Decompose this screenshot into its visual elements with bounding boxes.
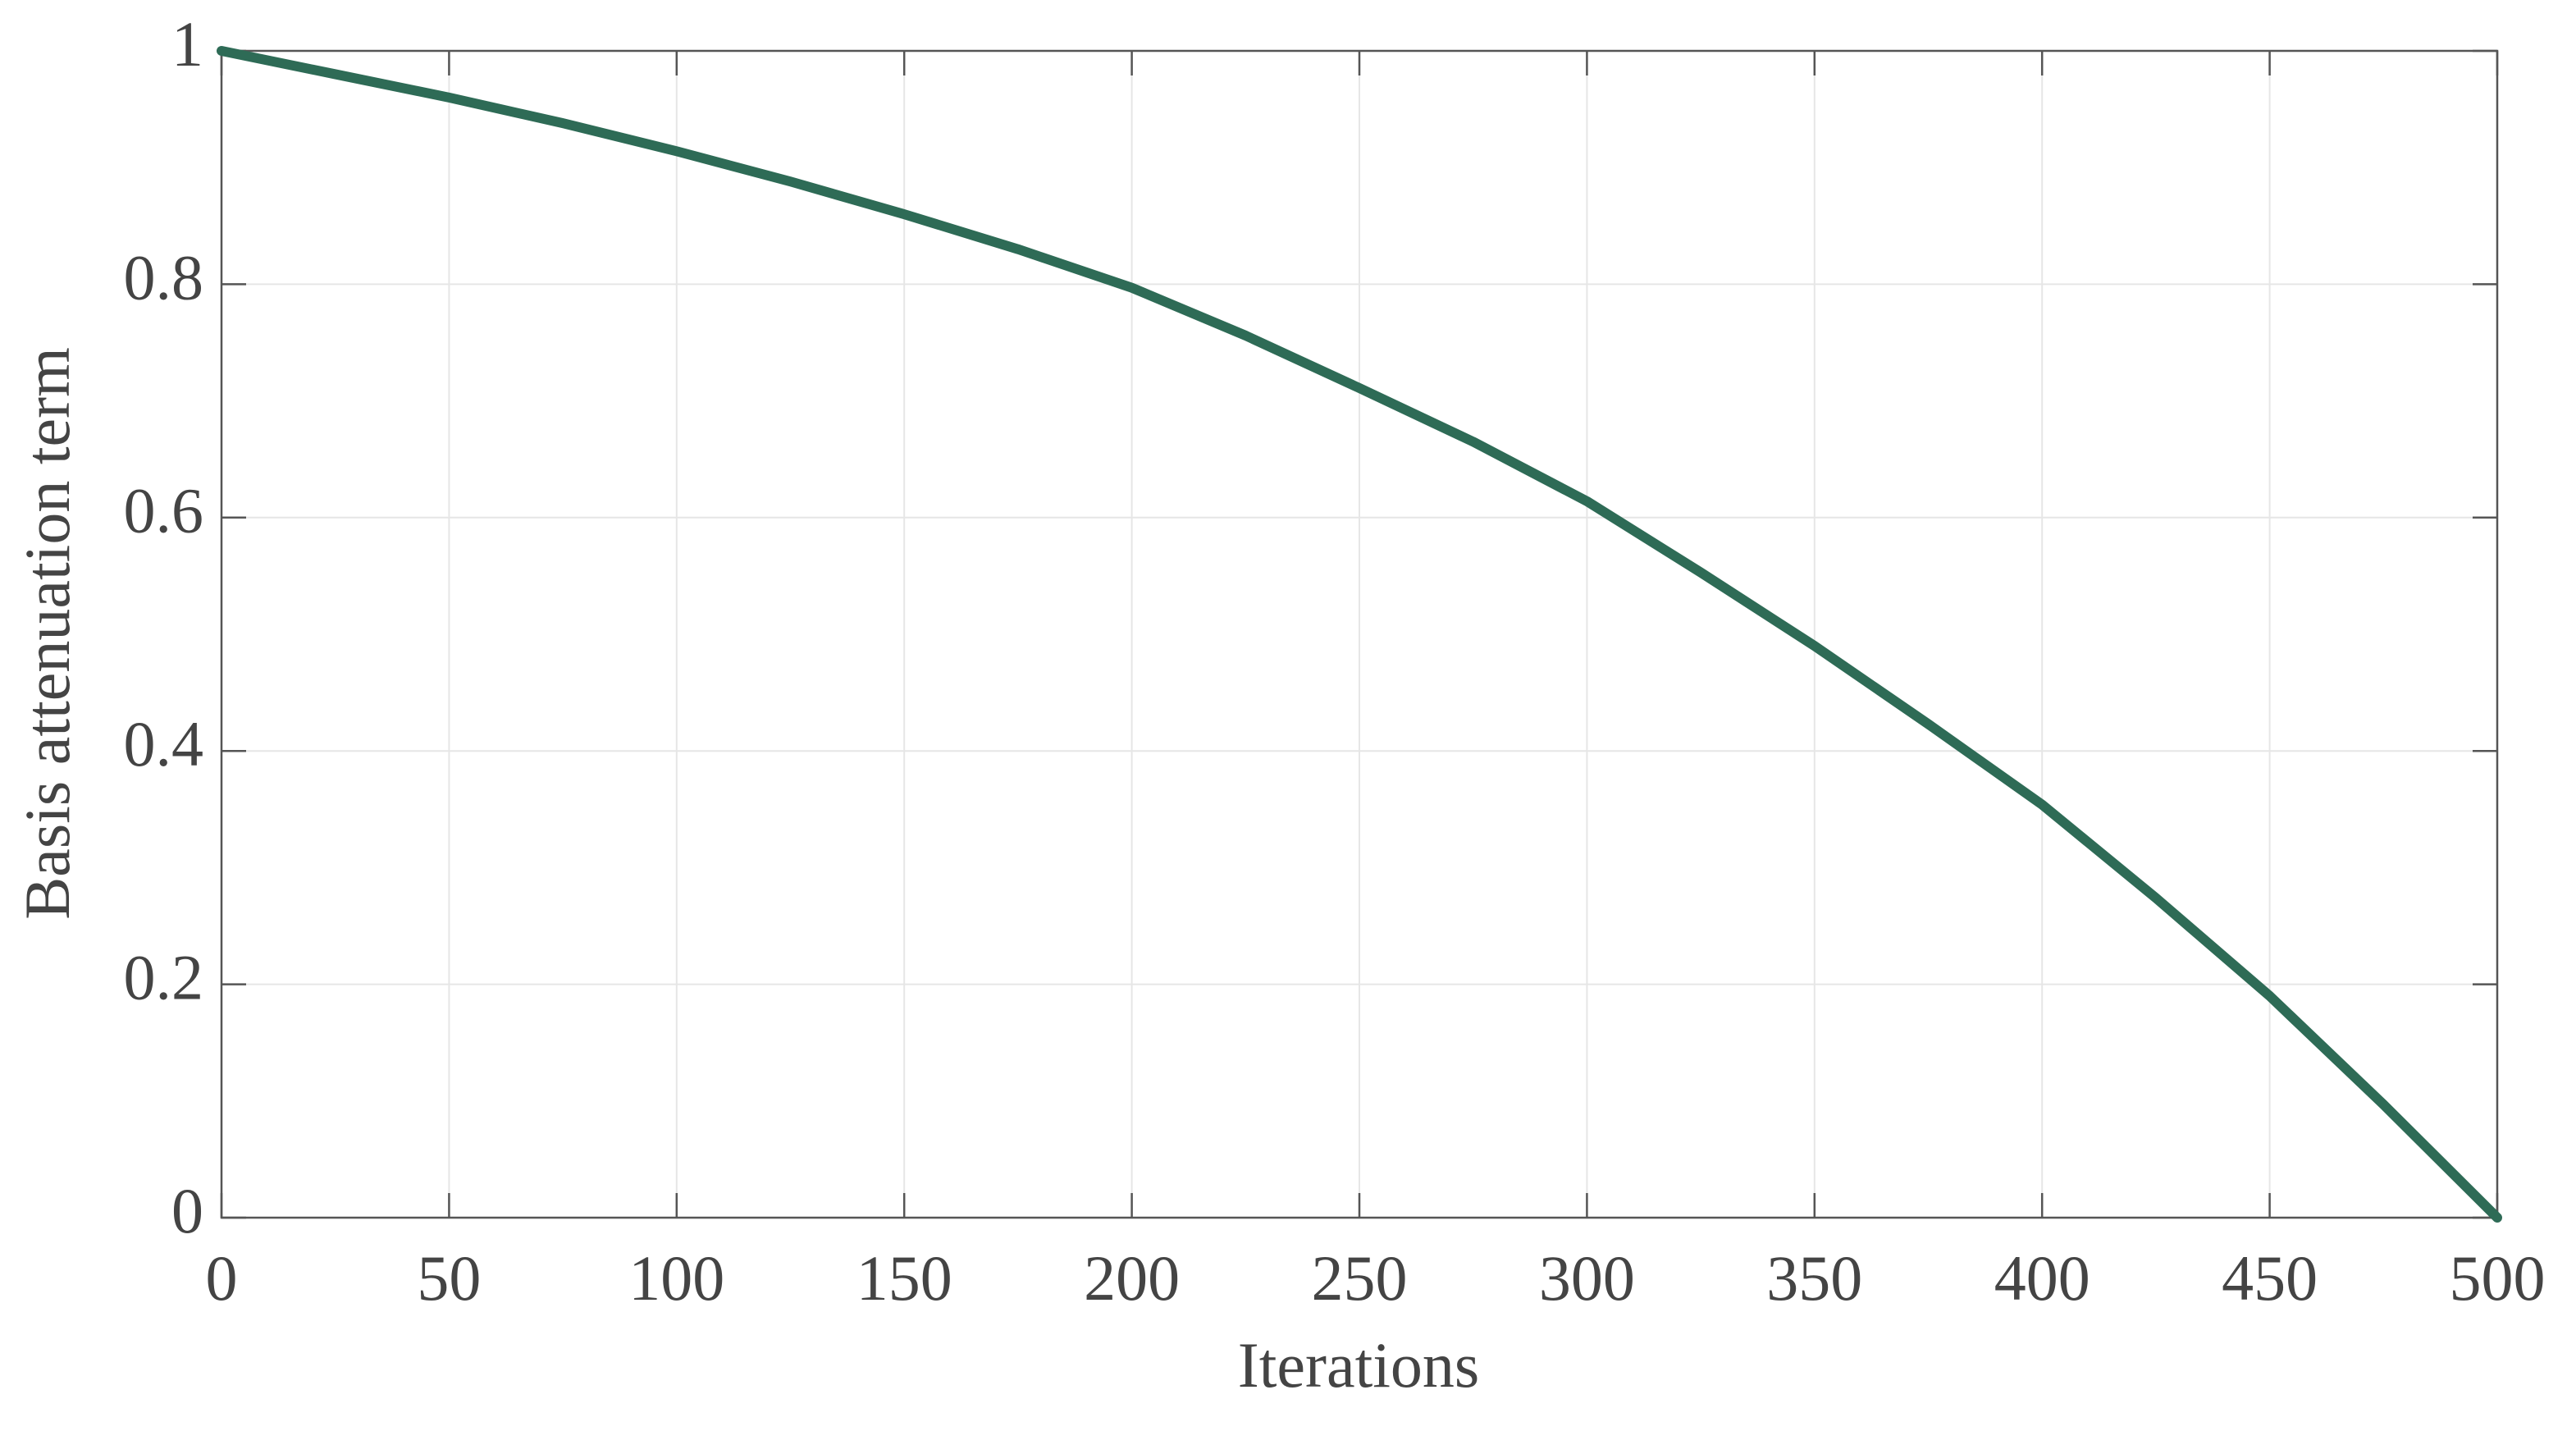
x-tick-label: 500 <box>2450 1242 2546 1314</box>
x-tick-label: 300 <box>1539 1242 1635 1314</box>
y-tick-label: 0.2 <box>124 942 204 1013</box>
line <box>217 46 2502 1223</box>
x-tick-label: 400 <box>1994 1242 2090 1314</box>
x-tick-label: 150 <box>856 1242 952 1314</box>
y-tick-label: 0 <box>171 1175 203 1246</box>
x-axis-label: Iterations <box>1238 1329 1480 1401</box>
y-tick-label: 0.6 <box>124 475 204 546</box>
x-tick-label: 100 <box>628 1242 724 1314</box>
plot-frame <box>220 49 2499 1219</box>
x-tick-label: 200 <box>1084 1242 1180 1314</box>
x-tick-label: 350 <box>1766 1242 1862 1314</box>
y-tick-label: 0.4 <box>124 708 204 780</box>
x-tick-label: 450 <box>2222 1242 2318 1314</box>
x-tick-label: 0 <box>206 1242 238 1314</box>
x-tick-label: 250 <box>1312 1242 1408 1314</box>
x-tick-label: 50 <box>417 1242 481 1314</box>
y-tick-label: 0.8 <box>124 241 204 313</box>
y-tick-label: 1 <box>171 8 203 80</box>
y-axis-label: Basis attenuation term <box>11 347 83 920</box>
